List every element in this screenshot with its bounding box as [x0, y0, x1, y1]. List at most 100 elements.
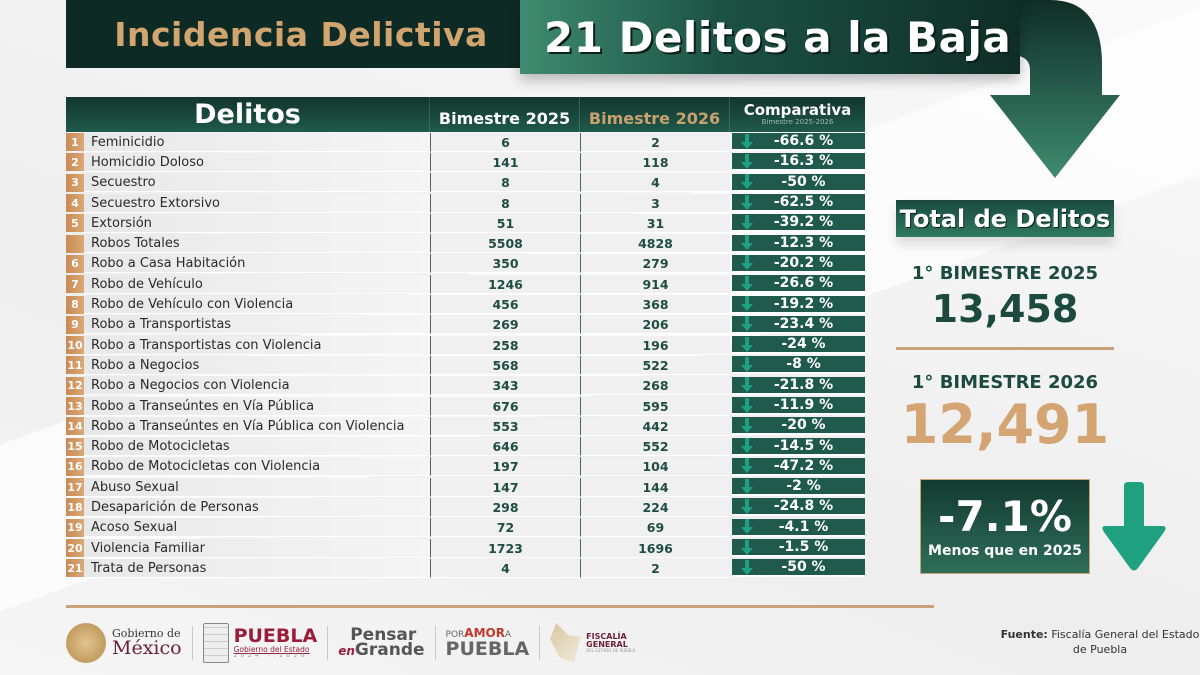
- poramor-puebla: PUEBLA: [445, 638, 530, 660]
- crime-name: Robos Totales: [84, 234, 430, 254]
- change-cell: -4.1 %: [732, 518, 865, 537]
- header-comparativa-sub: Bimestre 2025-2026: [761, 118, 834, 126]
- crime-name: Violencia Familiar: [84, 538, 430, 558]
- logo-gobierno-mexico: Gobierno de México: [66, 623, 182, 663]
- value-2025: 646: [430, 437, 580, 457]
- value-2025: 676: [430, 396, 580, 416]
- value-2025: 197: [430, 457, 580, 477]
- value-2025: 8: [430, 173, 580, 193]
- row-number-badge: 10: [66, 336, 84, 355]
- value-2025: 147: [430, 477, 580, 497]
- change-cell: -24.8 %: [732, 498, 865, 517]
- footer-logos: Gobierno de México PUEBLA Gobierno del E…: [66, 620, 645, 666]
- national-seal-icon: [66, 623, 106, 663]
- change-percent: -1.5 %: [778, 539, 829, 556]
- total-2025-value: 13,458: [931, 287, 1079, 331]
- crime-name: Secuestro: [84, 173, 430, 193]
- logo-pensar-en-grande: Pensar enGrande: [338, 626, 425, 660]
- row-number-badge: 18: [66, 498, 84, 517]
- puebla-line2: Gobierno del Estado: [233, 645, 310, 655]
- change-cell: -19.2 %: [732, 295, 865, 314]
- value-2026: 196: [580, 335, 730, 355]
- table-row: 11 Robo a Negocios 568 522 -8 %: [66, 355, 865, 375]
- crime-name: Robo de Vehículo: [84, 274, 430, 294]
- value-2026: 69: [580, 518, 730, 538]
- table-row: 9 Robo a Transportistas 269 206 -23.4 %: [66, 315, 865, 335]
- change-cell: -50 %: [732, 559, 865, 578]
- value-2026: 118: [580, 152, 730, 172]
- change-cell: -2 %: [732, 478, 865, 497]
- gob-mexico-line1: Gobierno de: [112, 627, 181, 640]
- value-2026: 442: [580, 416, 730, 436]
- change-percent: -12.3 %: [773, 234, 834, 251]
- change-cell: -14.5 %: [732, 437, 865, 456]
- down-arrow-icon: [732, 316, 762, 332]
- value-2026: 368: [580, 295, 730, 315]
- value-2025: 6: [430, 132, 580, 152]
- change-cell: -20 %: [732, 417, 865, 436]
- logo-separator: [327, 626, 329, 660]
- value-2025: 553: [430, 416, 580, 436]
- crime-name: Desaparición de Personas: [84, 497, 430, 517]
- value-2025: 298: [430, 497, 580, 517]
- page-subtitle: 21 Delitos a la Baja: [544, 12, 1012, 62]
- logo-separator: [539, 626, 541, 660]
- pensar-line2: Grande: [354, 640, 425, 660]
- change-percent: -50 %: [781, 559, 826, 576]
- table-row: 7 Robo de Vehículo 1246 914 -26.6 %: [66, 274, 865, 294]
- change-cell: -1.5 %: [732, 539, 865, 558]
- row-number-badge: 13: [66, 397, 84, 415]
- table-row: 18 Desaparición de Personas 298 224 -24.…: [66, 497, 865, 517]
- crime-name: Robo de Vehículo con Violencia: [84, 295, 430, 315]
- crime-name: Secuestro Extorsivo: [84, 193, 430, 213]
- table-row: 4 Secuestro Extorsivo 8 3 -62.5 %: [66, 193, 865, 213]
- header-comparativa: Comparativa Bimestre 2025-2026: [730, 97, 865, 132]
- header-bimestre-2025: Bimestre 2025: [430, 97, 580, 132]
- value-2025: 269: [430, 315, 580, 335]
- logo-por-amor-a-puebla: PORAMORA PUEBLA: [446, 627, 530, 659]
- value-2026: 2: [580, 132, 730, 152]
- change-cell: -23.4 %: [732, 315, 865, 334]
- down-arrow-icon: [732, 153, 762, 169]
- value-2025: 456: [430, 295, 580, 315]
- value-2025: 72: [430, 518, 580, 538]
- table-row: 8 Robo de Vehículo con Violencia 456 368…: [66, 294, 865, 315]
- change-percent: -50 %: [781, 173, 826, 190]
- change-percent: -14.5 %: [773, 437, 834, 454]
- down-arrow-icon: [732, 559, 762, 575]
- row-number-badge: 12: [66, 376, 84, 395]
- poramor-a: A: [504, 630, 512, 640]
- change-summary-box: -7.1% Menos que en 2025: [920, 479, 1090, 574]
- table-header: Delitos Bimestre 2025 Bimestre 2026 Comp…: [66, 97, 865, 132]
- down-arrow-icon: [1102, 482, 1166, 571]
- header-delitos: Delitos: [66, 97, 430, 132]
- crime-name: Trata de Personas: [84, 558, 430, 578]
- table-row: 14 Robo a Transeúntes en Vía Pública con…: [66, 416, 865, 436]
- value-2025: 4: [430, 558, 580, 578]
- table-row: 16 Robo de Motocicletas con Violencia 19…: [66, 457, 865, 477]
- change-percent: -62.5 %: [773, 194, 834, 211]
- value-2025: 8: [430, 193, 580, 213]
- down-arrow-icon: [732, 336, 762, 352]
- value-2025: 258: [430, 335, 580, 355]
- down-arrow-icon: [732, 194, 762, 210]
- change-percent: -26.6 %: [773, 275, 834, 292]
- logo-fiscalia: FISCALÍA GENERAL DEL ESTADO DE PUEBLA: [550, 623, 635, 663]
- down-arrow-icon: [732, 377, 762, 393]
- total-2025-label: 1° BIMESTRE 2025: [911, 263, 1099, 284]
- row-number-badge: 7: [66, 275, 84, 294]
- change-cell: -50 %: [732, 173, 865, 192]
- puebla-shield-icon: [202, 623, 229, 663]
- row-number-badge: 20: [66, 539, 84, 558]
- fiscalia-line1: FISCALÍA: [586, 632, 627, 641]
- totals-title: Total de Delitos: [899, 204, 1111, 233]
- table-row: 2 Homicidio Doloso 141 118 -16.3 %: [66, 152, 865, 172]
- poramor-por: POR: [445, 630, 465, 640]
- value-2025: 5508: [430, 234, 580, 254]
- row-number-badge: [66, 234, 84, 253]
- value-2026: 144: [580, 477, 730, 497]
- header-comparativa-label: Comparativa: [743, 101, 852, 119]
- total-2026-value: 12,491: [900, 393, 1110, 456]
- header-bimestre-2026: Bimestre 2026: [580, 97, 730, 132]
- down-arrow-icon: [732, 356, 762, 372]
